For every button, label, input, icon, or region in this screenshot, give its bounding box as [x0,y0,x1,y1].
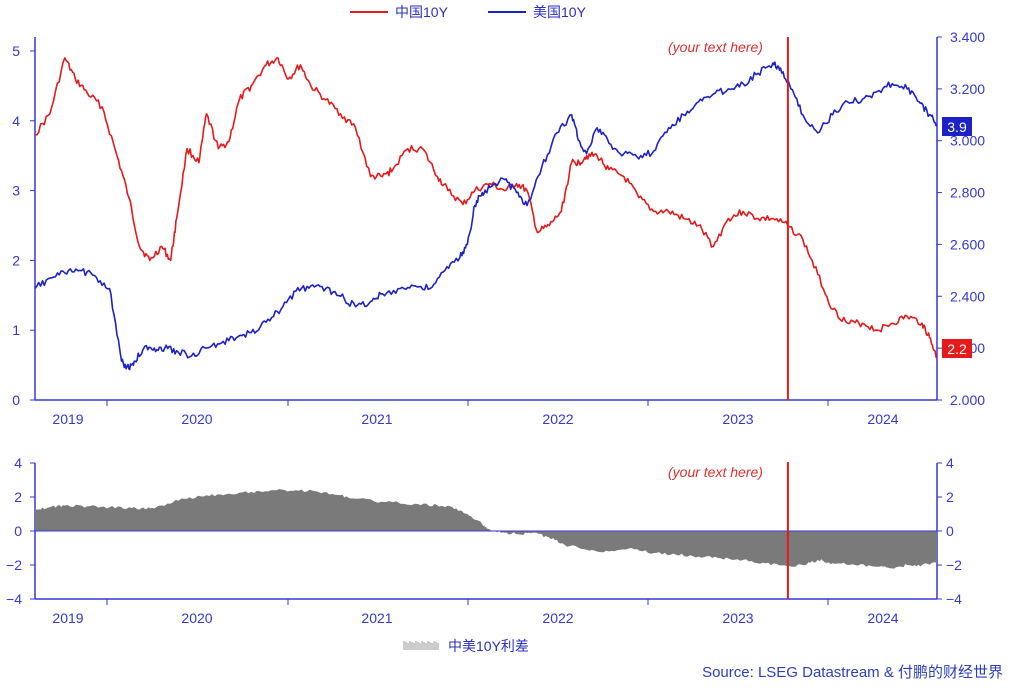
bottom-x-axis: 2019 2020 2021 2022 2023 2024 [52,599,899,626]
spread-legend-swatch [403,641,439,650]
series-area-spread [35,489,937,569]
legend: 中国10Y 美国10Y [350,4,587,20]
series-line-china [34,57,938,359]
end-badge-china-box [942,339,972,358]
top-x-tick-label: 2021 [361,411,392,427]
bottom-y-right-tick-label: 2 [946,489,954,505]
end-badge-china-text: 2.2 [947,341,967,357]
series-line-us [34,61,938,371]
top-x-tick-label: 2023 [722,411,753,427]
top-y-left-tick-label: 0 [12,392,20,408]
top-y-right-tick-label: 3.400 [950,29,985,45]
top-y-right-tick-label: 2.000 [950,392,985,408]
top-y-left-tick-label: 5 [12,43,20,59]
bottom-y-right-tick-label: −2 [946,557,962,573]
bottom-y-axis-left: 4 2 0 −2 −4 [6,455,35,607]
top-x-axis: 2019 2020 2021 2022 2023 2024 [52,400,899,427]
top-chart-frame [34,37,938,401]
top-y-left-tick-label: 4 [12,113,20,129]
bottom-series [35,489,937,569]
bottom-y-left-tick-label: −4 [6,591,22,607]
top-x-tick-label: 2019 [52,411,83,427]
spread-legend: 中美10Y利差 [403,638,529,654]
top-annotation: (your text here) [668,39,763,55]
source-text: Source: LSEG Datastream & 付鹏的财经世界 [702,664,1003,681]
bottom-y-left-tick-label: −2 [6,557,22,573]
bottom-x-tick-label: 2024 [867,610,898,626]
bottom-y-right-tick-label: 4 [946,455,954,471]
bottom-x-tick-label: 2019 [52,610,83,626]
bottom-y-left-tick-label: 4 [14,455,22,471]
spread-legend-label: 中美10Y利差 [448,638,529,654]
top-series [34,57,938,371]
top-y-right-tick-label: 3.200 [950,81,985,97]
end-badge-us-text: 3.9 [947,119,967,135]
end-badge-us: 3.9 [942,117,972,136]
bottom-x-tick-label: 2020 [181,610,212,626]
bottom-chart: 4 2 0 −2 −4 4 2 0 −2 −4 2019 2020 2021 2022 2023 2024… [6,455,962,626]
top-y-right-tick-label: 2.600 [950,236,985,252]
top-x-tick-label: 2020 [181,411,212,427]
bottom-x-tick-label: 2023 [722,610,753,626]
top-y-left-tick-label: 3 [12,183,20,199]
bottom-y-left-tick-label: 0 [14,523,22,539]
top-y-axis-left: 0 1 2 3 4 5 [12,43,35,408]
top-x-tick-label: 2022 [542,411,573,427]
top-y-left-tick-label: 1 [12,322,20,338]
top-x-tick-label: 2024 [867,411,898,427]
bottom-y-right-tick-label: −4 [946,591,962,607]
bottom-y-right-tick-label: 0 [946,523,954,539]
top-y-right-tick-label: 2.800 [950,185,985,201]
top-y-left-tick-label: 2 [12,252,20,268]
bottom-x-tick-label: 2021 [361,610,392,626]
legend-label-us: 美国10Y [533,4,587,20]
bottom-y-left-tick-label: 2 [14,489,22,505]
top-y-right-tick-label: 3.000 [950,133,985,149]
end-badge-us-box [942,117,972,136]
bottom-annotation: (your text here) [668,464,763,480]
bottom-y-axis-right: 4 2 0 −2 −4 [937,455,962,607]
top-y-right-tick-label: 2.400 [950,288,985,304]
bottom-x-tick-label: 2022 [542,610,573,626]
end-badge-china: 2.2 [942,339,972,358]
legend-label-china: 中国10Y [395,4,449,20]
